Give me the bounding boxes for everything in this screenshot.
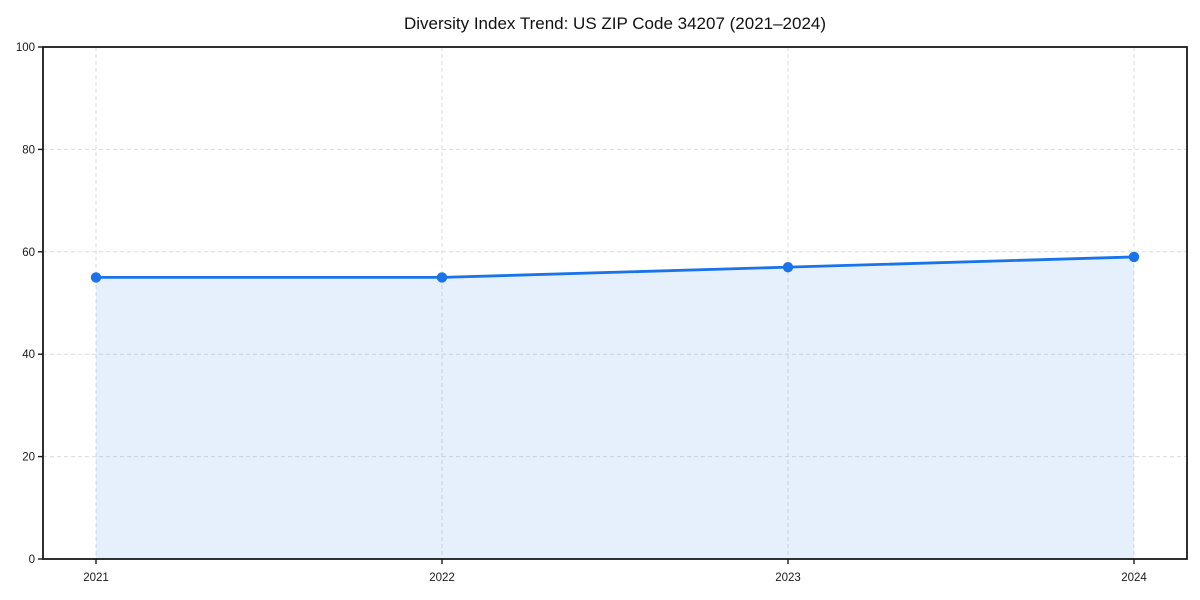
area-fill-group bbox=[96, 256, 1134, 559]
y-tick-label: 80 bbox=[22, 144, 35, 156]
gridlines-group bbox=[43, 47, 1187, 559]
chart-title: Diversity Index Trend: US ZIP Code 34207… bbox=[404, 14, 826, 33]
series-line bbox=[94, 255, 1136, 279]
line-series-group bbox=[90, 251, 1140, 283]
x-tick-label: 2023 bbox=[775, 572, 801, 584]
plot-border bbox=[42, 46, 1188, 560]
y-tick-label: 100 bbox=[16, 42, 35, 54]
data-point-marker bbox=[1128, 251, 1140, 263]
tick-labels-group: 0 20 40 60 80 100 2021 2022 2023 2024 bbox=[16, 42, 1148, 584]
y-tick-label: 60 bbox=[22, 247, 35, 259]
x-tick-label: 2024 bbox=[1121, 572, 1147, 584]
y-tick-label: 0 bbox=[29, 554, 35, 566]
data-point-marker bbox=[436, 272, 448, 283]
y-tick-label: 20 bbox=[22, 452, 35, 464]
data-point-marker bbox=[90, 272, 102, 283]
area-fill bbox=[96, 256, 1134, 559]
data-point-marker bbox=[782, 261, 794, 273]
y-tick-label: 40 bbox=[22, 349, 35, 361]
axes-group bbox=[38, 46, 1188, 564]
x-tick-label: 2022 bbox=[429, 572, 455, 584]
x-tick-label: 2021 bbox=[83, 572, 109, 584]
